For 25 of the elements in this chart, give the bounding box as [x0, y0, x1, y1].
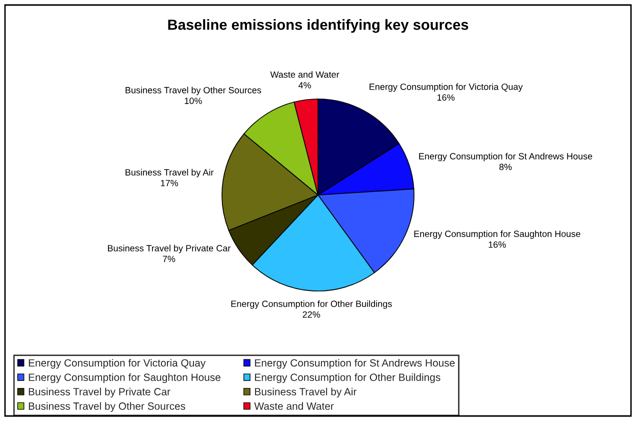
legend-label: Business Travel by Private Car	[28, 388, 170, 398]
data-label: 10%	[184, 98, 202, 104]
legend-label: Business Travel by Other Sources	[28, 402, 186, 412]
legend-label: Energy Consumption for Victoria Quay	[28, 358, 206, 369]
slice-label: Energy Consumption for St Andrews House	[419, 152, 592, 162]
legend-label: Waste and Water	[254, 402, 334, 410]
data-label: 4%	[298, 82, 311, 88]
slice-label: Energy Consumption for Other Buildings	[231, 300, 392, 309]
chart-title: Baseline emissions identifying key sources	[168, 19, 468, 33]
slice-label: Business Travel by Air	[126, 168, 214, 178]
data-label: 16%	[488, 241, 506, 248]
legend-label: Energy Consumption for St Andrews House	[255, 358, 455, 369]
legend-label: Energy Consumption for Other Buildings	[255, 373, 440, 384]
data-label: 17%	[160, 180, 178, 186]
slice-label: Energy Consumption for Saughton House	[414, 230, 580, 239]
legend-label: Energy Consumption for Saughton House	[28, 373, 220, 384]
slice-label: Business Travel by Private Car	[108, 244, 231, 254]
data-label: 7%	[162, 256, 176, 262]
legend-label: Business Travel by Air	[255, 388, 357, 398]
data-label: 8%	[499, 164, 512, 170]
slice-label: Business Travel by Other Sources	[126, 86, 262, 96]
slice-label: Energy Consumption for Victoria Quay	[370, 83, 523, 92]
data-label: 22%	[302, 311, 320, 318]
slice-label: Waste and Water	[270, 71, 340, 78]
data-label: 16%	[437, 94, 455, 101]
